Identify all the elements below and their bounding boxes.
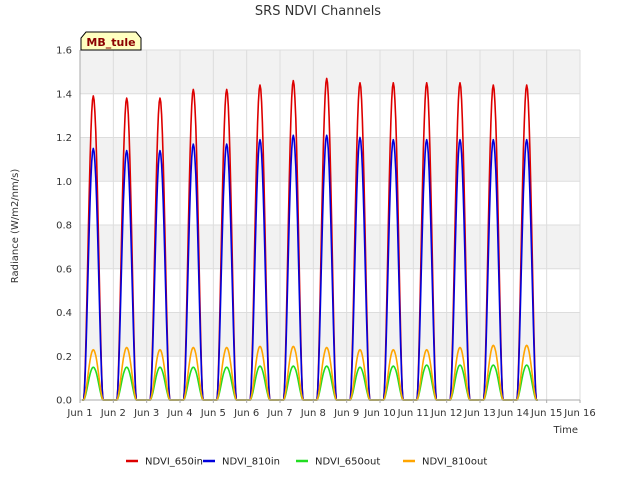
x-tick-label: Jun 12	[430, 408, 463, 419]
chart-title: SRS NDVI Channels	[255, 4, 381, 19]
site-badge-label: MB_tule	[86, 36, 135, 49]
y-tick-label: 1.6	[56, 46, 72, 57]
legend: NDVI_650in NDVI_810in NDVI_650out NDVI_810o…	[126, 457, 487, 468]
x-tick-label: Jun 15	[530, 408, 563, 419]
x-tick-label: Jun 4	[166, 408, 192, 419]
y-tick-label: 0.0	[56, 396, 72, 407]
grid-band	[80, 312, 580, 357]
x-tick-label: Jun 11	[397, 408, 430, 419]
x-tick-labels: Jun 1 Jun 2 Jun 3 Jun 4 Jun 5 Jun 6 Jun 7 Jun 8…	[66, 400, 596, 419]
x-tick-label: Jun 9	[333, 408, 359, 419]
x-tick-label: Jun 16	[563, 408, 596, 419]
legend-label: NDVI_650in	[145, 457, 203, 468]
x-tick-label: Jun 2	[100, 408, 126, 419]
y-tick-label: 1.2	[56, 133, 72, 144]
x-tick-label: Jun 6	[233, 408, 259, 419]
x-tick-label: Jun 1	[66, 408, 92, 419]
x-tick-label: Jun 10	[363, 408, 396, 419]
x-tick-label: Jun 14	[497, 408, 530, 419]
site-badge-box	[80, 31, 142, 51]
y-tick-label: 1.0	[56, 177, 72, 188]
legend-label: NDVI_810in	[222, 457, 280, 468]
y-tick-label: 0.6	[56, 264, 72, 275]
y-axis-label: Radiance (W/m2/nm/s)	[10, 169, 21, 284]
x-tick-label: Jun 5	[200, 408, 226, 419]
site-badge: MB_tule	[80, 31, 142, 51]
legend-label: NDVI_650out	[315, 457, 380, 468]
y-tick-labels: 0.0 0.2 0.4 0.6 0.8 1.0 1.2 1.4 1.6	[56, 46, 72, 407]
y-tick-label: 1.4	[56, 89, 72, 100]
x-axis-label: Time	[553, 425, 578, 436]
x-tick-label: Jun 7	[266, 408, 292, 419]
grid-band	[80, 50, 580, 94]
y-tick-label: 0.8	[56, 221, 72, 232]
y-tick-label: 0.2	[56, 352, 72, 363]
legend-label: NDVI_810out	[422, 457, 487, 468]
x-tick-label: Jun 13	[463, 408, 496, 419]
axes	[79, 50, 580, 401]
x-tick-label: Jun 8	[300, 408, 326, 419]
y-tick-label: 0.4	[56, 308, 72, 319]
x-tick-label: Jun 3	[133, 408, 159, 419]
